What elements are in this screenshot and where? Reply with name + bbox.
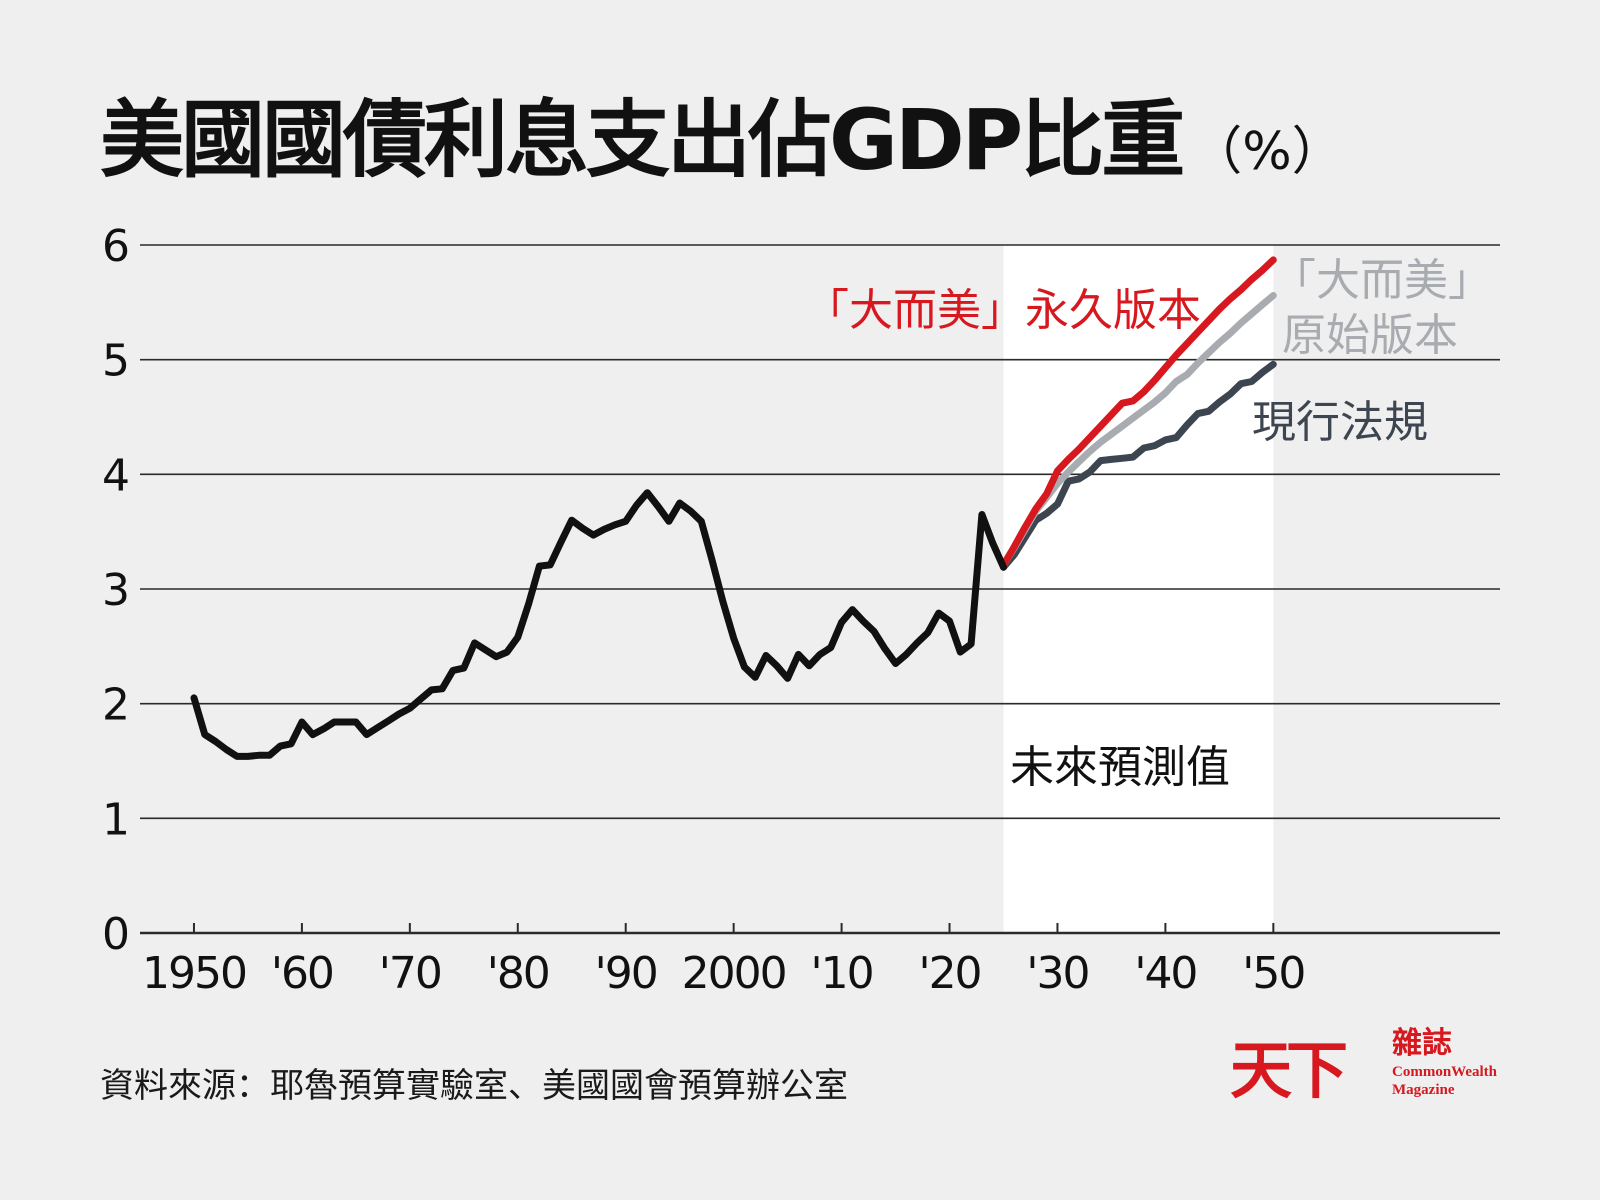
chart-title-unit: （%） — [1190, 122, 1344, 182]
x-tick-label: 1950 — [142, 948, 246, 999]
chart-title: 美國國債利息支出佔GDP比重 （%） — [100, 98, 1344, 182]
brand-name-en-2: Magazine — [1392, 1082, 1455, 1098]
y-tick-label: 5 — [102, 336, 130, 387]
chart-title-text: 美國國債利息支出佔GDP比重 — [100, 91, 1185, 189]
label-original-version-line2: 原始版本 — [1282, 310, 1458, 361]
x-axis: 1950 '60 '70 '80 '90 2000 '10 '20 '30 '40 '50 — [142, 923, 1306, 999]
x-tick-label: 2000 — [682, 948, 786, 999]
brand-logo: 天下 雜誌 CommonWealth Magazine — [1230, 1020, 1510, 1107]
y-tick-label: 3 — [102, 565, 130, 616]
x-tick-label: '40 — [1134, 948, 1196, 999]
label-permanent-version: 「大而美」永久版本 — [805, 285, 1201, 336]
brand-name-en-1: CommonWealth — [1392, 1064, 1497, 1080]
y-tick-label: 1 — [102, 794, 130, 845]
y-tick-label: 4 — [102, 450, 130, 501]
label-original-version-line1: 「大而美」 — [1272, 255, 1492, 306]
x-tick-label: '60 — [271, 948, 333, 999]
y-axis: 0 1 2 3 4 5 6 — [102, 221, 130, 960]
brand-name-zh: 雜誌 — [1392, 1026, 1452, 1061]
label-current-law: 現行法規 — [1252, 397, 1428, 448]
series-lines — [190, 256, 1277, 760]
x-tick-label: '20 — [918, 948, 980, 999]
brand-mark: 天下 — [1230, 1034, 1348, 1107]
y-tick-label: 2 — [102, 680, 130, 731]
x-tick-label: '90 — [595, 948, 657, 999]
x-tick-label: '30 — [1026, 948, 1088, 999]
series-line-permanent — [1000, 256, 1277, 569]
series-line-current — [1000, 360, 1277, 571]
x-tick-label: '50 — [1242, 948, 1304, 999]
y-tick-label: 0 — [102, 909, 130, 960]
projection-label: 未來預測值 — [1010, 742, 1230, 793]
x-tick-label: '10 — [811, 948, 873, 999]
source-note: 資料來源：耶魯預算實驗室、美國國會預算辦公室 — [100, 1066, 848, 1106]
y-tick-label: 6 — [102, 221, 130, 272]
x-tick-label: '80 — [487, 948, 549, 999]
x-tick-label: '70 — [379, 948, 441, 999]
series-line-historical — [190, 489, 1007, 760]
